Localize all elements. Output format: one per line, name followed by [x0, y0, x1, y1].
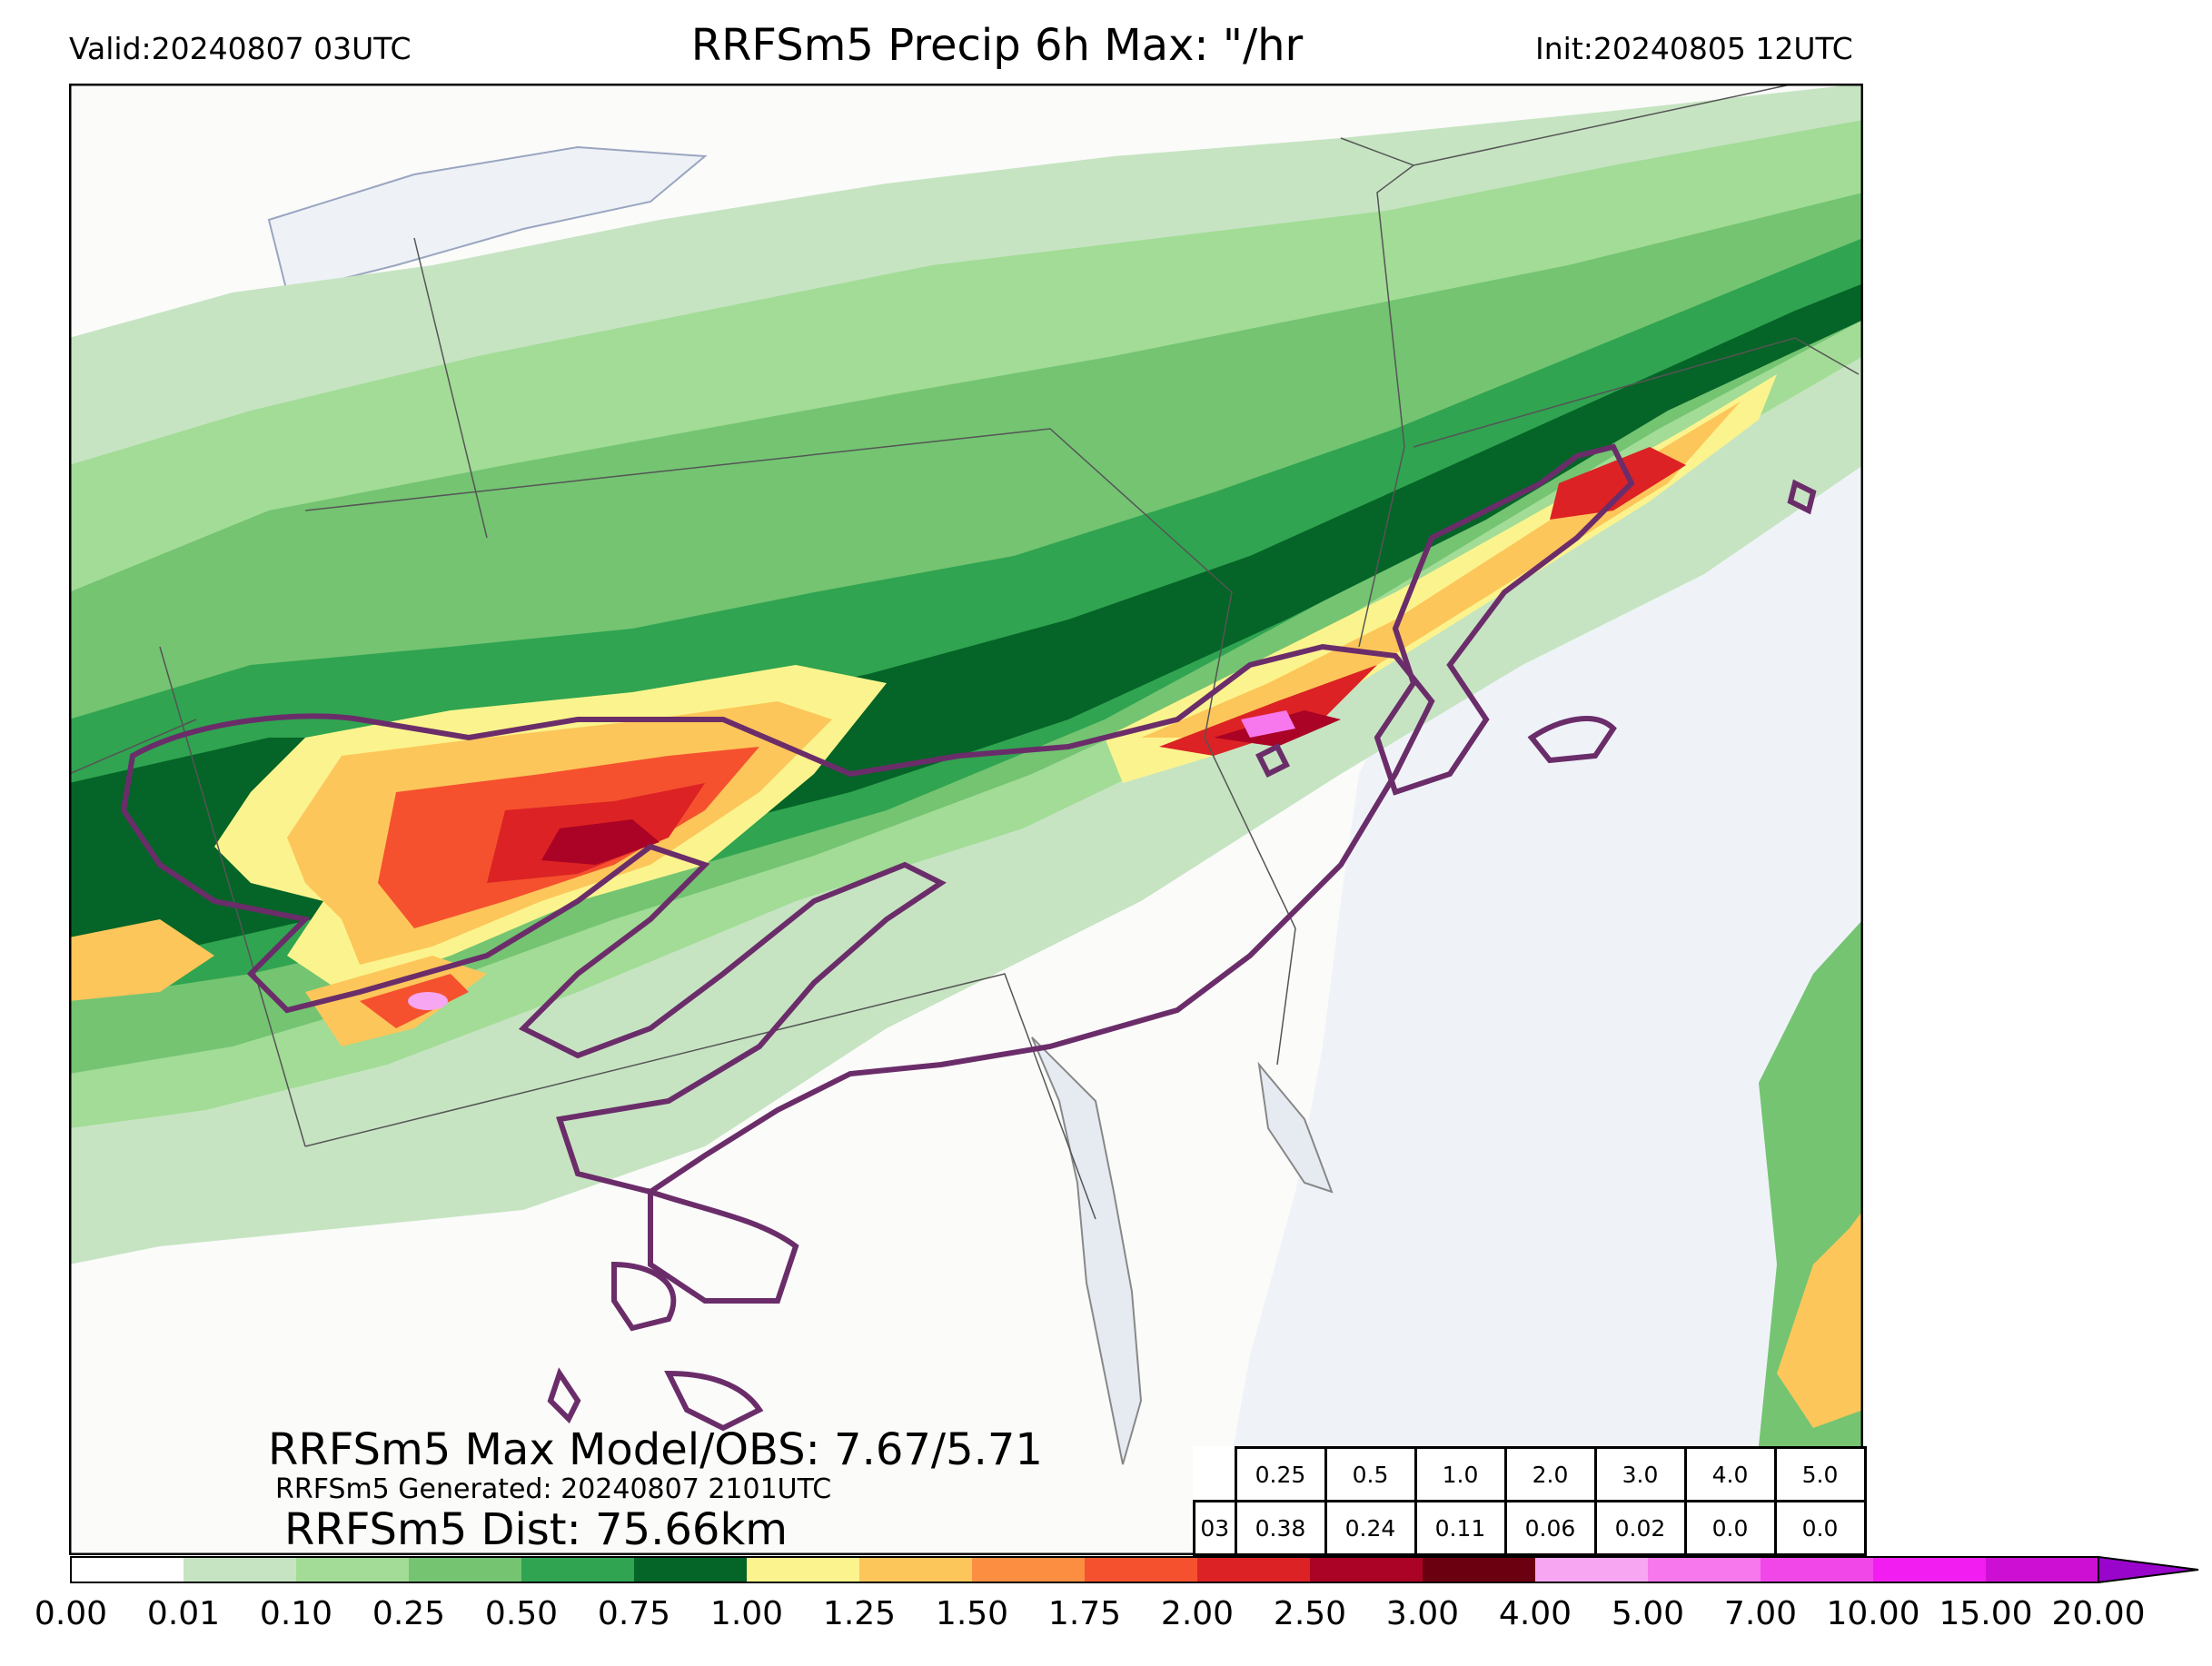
colorbar-tick-label: 0.75: [597, 1595, 671, 1632]
colorbar-bin: [1423, 1557, 1535, 1582]
precip-core-northeast-red: [1159, 665, 1377, 756]
colorbar-bin: [71, 1557, 184, 1582]
delaware-bay: [1257, 1061, 1334, 1194]
precip-core-west-maroon: [541, 819, 660, 865]
fraction-cell: 0.11: [1413, 1500, 1507, 1556]
precip-ocean-core: [1777, 1210, 1863, 1428]
fraction-cell: 0.06: [1503, 1500, 1597, 1556]
colorbar-tick-label: 0.10: [259, 1595, 333, 1632]
distance-label: RRFSm5 Dist: 75.66km: [284, 1504, 789, 1555]
colorbar-tick-label: 1.75: [1047, 1595, 1122, 1632]
colorbar-tick-label: 0.01: [146, 1595, 221, 1632]
colorbar-tick-label: 0.50: [484, 1595, 559, 1632]
colorbar-tick-label: 2.00: [1160, 1595, 1235, 1632]
colorbar-tick-label: 1.00: [709, 1595, 784, 1632]
threshold-cell: 0.5: [1324, 1446, 1417, 1502]
fraction-cell: 0.0: [1683, 1500, 1777, 1556]
threshold-row: 0.25 0.5 1.0 2.0 3.0 4.0 5.0: [1195, 1446, 1867, 1502]
map-title: RRFSm5 Precip 6h Max: "/hr: [0, 20, 2212, 71]
colorbar-tick-label: 7.00: [1723, 1595, 1798, 1632]
colorbar-tick-label: 0.25: [372, 1595, 446, 1632]
colorbar-tick-label: 10.00: [1826, 1595, 1920, 1632]
threshold-cell: 4.0: [1683, 1446, 1777, 1502]
precip-core-far-west: [69, 919, 214, 1001]
precip-pink-west: [408, 992, 448, 1010]
colorbar-bin: [1761, 1557, 1873, 1582]
colorbar-tick-label: 1.25: [822, 1595, 897, 1632]
colorbar: [70, 1555, 2199, 1584]
colorbar-tick-label: 15.00: [1939, 1595, 2033, 1632]
map-title-text: RRFSm5 Precip 6h Max: "/hr: [690, 20, 1304, 71]
threshold-cell: 0.25: [1234, 1446, 1327, 1502]
colorbar-tick-label: 20.00: [2051, 1595, 2146, 1632]
precip-core-northeast-upper-red: [1550, 447, 1686, 520]
threshold-cell: 5.0: [1773, 1446, 1867, 1502]
colorbar-bin: [296, 1557, 409, 1582]
obs-contours: [120, 443, 1817, 1432]
threshold-cell: 2.0: [1503, 1446, 1597, 1502]
map-frame: [69, 84, 1863, 1555]
init-time-label: Init:20240805 12UTC: [1535, 31, 1853, 66]
fraction-cell: 0.0: [1773, 1500, 1867, 1556]
fraction-row: 03 0.38 0.24 0.11 0.06 0.02 0.0 0.0: [1193, 1500, 1867, 1556]
colorbar-extend-arrow: [2098, 1555, 2199, 1584]
generated-time-label: RRFSm5 Generated: 20240807 2101UTC: [275, 1473, 832, 1505]
threshold-cell: 3.0: [1593, 1446, 1687, 1502]
colorbar-outline: [70, 1556, 2098, 1583]
threshold-table: 0.25 0.5 1.0 2.0 3.0 4.0 5.0 03 0.38 0.2…: [1193, 1446, 1867, 1556]
max-model-obs-label: RRFSm5 Max Model/OBS: 7.67/5.71: [268, 1424, 1043, 1475]
colorbar-tick-label: 4.00: [1498, 1595, 1572, 1632]
fraction-cell: 0.02: [1593, 1500, 1687, 1556]
colorbar-tick-label: 0.00: [34, 1595, 108, 1632]
colorbar-tick-label: 5.00: [1611, 1595, 1685, 1632]
fraction-cell: 0.24: [1324, 1500, 1417, 1556]
colorbar-bin: [972, 1557, 1085, 1582]
colorbar-bin: [1873, 1557, 1986, 1582]
colorbar-bin: [1535, 1557, 1648, 1582]
colorbar-bin: [1085, 1557, 1197, 1582]
colorbar-bin: [1648, 1557, 1761, 1582]
colorbar-bin: [1986, 1557, 2098, 1582]
colorbar-bin: [521, 1557, 634, 1582]
colorbar-bin: [747, 1557, 859, 1582]
valid-time-label: Valid:20240807 03UTC: [69, 31, 412, 66]
colorbar-tick-label: 2.50: [1273, 1595, 1347, 1632]
colorbar-tick-label: 1.50: [935, 1595, 1009, 1632]
precip-pink-northeast: [1241, 710, 1295, 738]
colorbar-bin: [409, 1557, 521, 1582]
precip-map: [69, 84, 1863, 1555]
row-label-cell: 03: [1193, 1500, 1237, 1556]
fraction-cell: 0.38: [1234, 1500, 1327, 1556]
state-borders: [69, 84, 1860, 1220]
threshold-cell: 1.0: [1413, 1446, 1507, 1502]
colorbar-bin: [1197, 1557, 1310, 1582]
colorbar-bin: [1310, 1557, 1423, 1582]
colorbar-tick-label: 3.00: [1385, 1595, 1460, 1632]
colorbar-bin: [859, 1557, 972, 1582]
colorbar-bin: [634, 1557, 747, 1582]
colorbar-bin: [184, 1557, 296, 1582]
